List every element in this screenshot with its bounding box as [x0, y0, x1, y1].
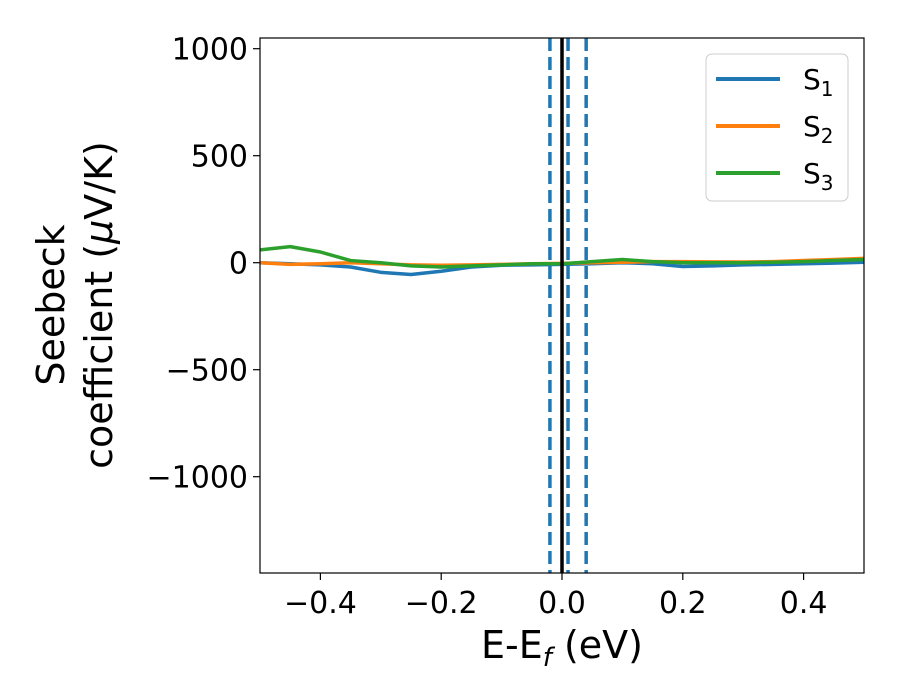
legend: S1 S2 S3 [705, 53, 849, 202]
y-tick-label: 500 [191, 140, 248, 175]
x-tick-label: 0.4 [780, 586, 828, 621]
y-tick-label: −500 [166, 354, 248, 389]
x-tick-label: 0.2 [659, 586, 707, 621]
legend-label-2: S2 [803, 110, 834, 148]
plot-area [259, 37, 865, 574]
legend-label-1: S1 [803, 63, 834, 101]
x-tick-label: 0.0 [538, 586, 586, 621]
y-tick-label: 1000 [172, 33, 248, 68]
y-axis-title: Seebeck coefficient (μV/K) [29, 141, 121, 469]
plot-content [260, 38, 864, 573]
y-axis-title-line1: Seebeck [29, 224, 73, 385]
y-axis-title-line2: coefficient (μV/K) [77, 141, 121, 469]
legend-label-3: S3 [803, 157, 834, 195]
y-tick-label: −1000 [147, 461, 248, 496]
x-tick-label: −0.2 [405, 586, 478, 621]
x-tick-label: −0.4 [284, 586, 357, 621]
y-tick-label: 0 [229, 247, 248, 282]
axis-ticks: −0.4 −0.2 0.0 0.2 0.4 1000 500 0 −500 −1000 [147, 33, 828, 621]
x-axis-title: E-Ef (eV) [481, 623, 643, 673]
